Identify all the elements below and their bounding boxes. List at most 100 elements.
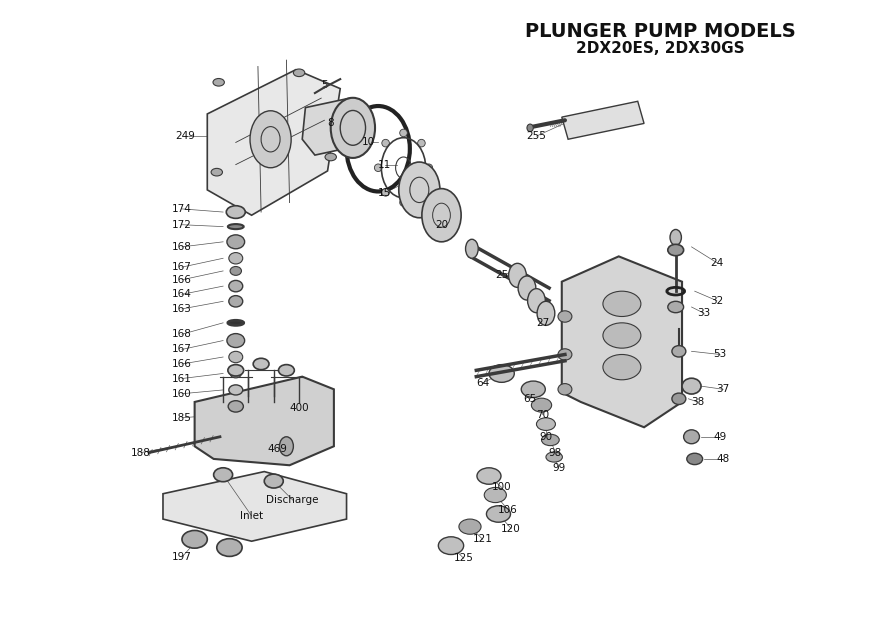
Ellipse shape [227, 235, 245, 249]
Ellipse shape [217, 539, 242, 556]
Ellipse shape [374, 164, 382, 172]
Ellipse shape [400, 129, 407, 137]
Ellipse shape [230, 266, 241, 275]
Ellipse shape [228, 365, 244, 376]
Ellipse shape [603, 354, 641, 380]
Text: 49: 49 [713, 432, 727, 442]
Ellipse shape [418, 139, 426, 147]
Polygon shape [208, 70, 340, 215]
Text: 174: 174 [172, 204, 192, 214]
Ellipse shape [279, 437, 293, 456]
Ellipse shape [229, 351, 243, 363]
Polygon shape [562, 256, 682, 427]
Text: 98: 98 [549, 448, 562, 458]
Text: 255: 255 [526, 131, 547, 141]
Text: 125: 125 [454, 553, 473, 563]
Text: 25: 25 [495, 270, 509, 280]
Text: 469: 469 [267, 444, 287, 454]
Text: PLUNGER PUMP MODELS: PLUNGER PUMP MODELS [525, 22, 796, 41]
Ellipse shape [672, 393, 686, 404]
Ellipse shape [509, 263, 526, 287]
Text: 70: 70 [536, 410, 549, 420]
Ellipse shape [399, 162, 440, 218]
Text: 167: 167 [172, 262, 192, 272]
Ellipse shape [541, 434, 559, 446]
Text: 197: 197 [172, 552, 192, 562]
Ellipse shape [250, 111, 291, 168]
Ellipse shape [537, 418, 555, 430]
Ellipse shape [211, 168, 223, 176]
Text: 38: 38 [691, 397, 705, 407]
Ellipse shape [603, 323, 641, 348]
Text: 64: 64 [476, 378, 489, 388]
Text: Inlet: Inlet [240, 511, 263, 521]
Text: 48: 48 [717, 454, 730, 464]
Ellipse shape [253, 358, 269, 370]
Text: 5: 5 [321, 80, 328, 91]
Text: 33: 33 [698, 308, 711, 318]
Ellipse shape [465, 239, 479, 258]
Polygon shape [163, 472, 346, 541]
Ellipse shape [518, 276, 536, 300]
Text: 163: 163 [172, 304, 192, 314]
Text: Discharge: Discharge [267, 495, 319, 505]
Ellipse shape [425, 164, 433, 172]
Text: 400: 400 [290, 403, 309, 413]
Ellipse shape [228, 401, 244, 412]
Ellipse shape [672, 346, 686, 357]
Ellipse shape [227, 334, 245, 348]
Ellipse shape [687, 453, 703, 465]
Text: 168: 168 [172, 329, 192, 339]
Text: 166: 166 [172, 359, 192, 369]
Ellipse shape [229, 385, 243, 395]
Ellipse shape [400, 199, 407, 206]
Text: 166: 166 [172, 275, 192, 285]
Text: 24: 24 [710, 258, 723, 268]
Ellipse shape [381, 139, 389, 147]
Text: 11: 11 [378, 160, 391, 170]
Text: 164: 164 [172, 289, 192, 299]
Ellipse shape [537, 301, 555, 325]
Text: 99: 99 [552, 463, 565, 473]
Ellipse shape [558, 311, 572, 322]
Text: 90: 90 [540, 432, 553, 442]
Ellipse shape [668, 301, 683, 313]
Ellipse shape [558, 384, 572, 395]
Text: 2DX20ES, 2DX30GS: 2DX20ES, 2DX30GS [576, 41, 744, 56]
Ellipse shape [489, 365, 514, 382]
Ellipse shape [278, 365, 294, 376]
Ellipse shape [228, 320, 244, 325]
Ellipse shape [229, 296, 243, 307]
Ellipse shape [381, 189, 389, 196]
Text: 160: 160 [172, 389, 192, 399]
Text: 168: 168 [172, 242, 192, 252]
Ellipse shape [487, 506, 510, 522]
Text: 27: 27 [536, 318, 549, 328]
Text: 249: 249 [175, 131, 195, 141]
Text: 121: 121 [472, 534, 493, 544]
Ellipse shape [293, 69, 305, 77]
Ellipse shape [682, 378, 701, 394]
Ellipse shape [558, 349, 572, 360]
Ellipse shape [422, 189, 461, 242]
Ellipse shape [670, 229, 682, 246]
Text: 32: 32 [710, 296, 723, 306]
Ellipse shape [438, 537, 464, 555]
Text: 8: 8 [328, 118, 334, 128]
Ellipse shape [229, 280, 243, 292]
Ellipse shape [213, 78, 224, 86]
Ellipse shape [228, 224, 244, 229]
Ellipse shape [331, 97, 375, 158]
Text: 65: 65 [524, 394, 537, 404]
Text: 20: 20 [435, 220, 448, 230]
Text: 53: 53 [713, 349, 727, 360]
Text: 100: 100 [492, 482, 511, 492]
Polygon shape [562, 101, 644, 139]
Text: 15: 15 [378, 188, 391, 198]
Text: 167: 167 [172, 344, 192, 354]
Ellipse shape [477, 468, 501, 484]
Ellipse shape [325, 153, 336, 161]
Text: 10: 10 [362, 137, 375, 147]
Ellipse shape [459, 519, 481, 534]
Text: 188: 188 [131, 448, 151, 458]
